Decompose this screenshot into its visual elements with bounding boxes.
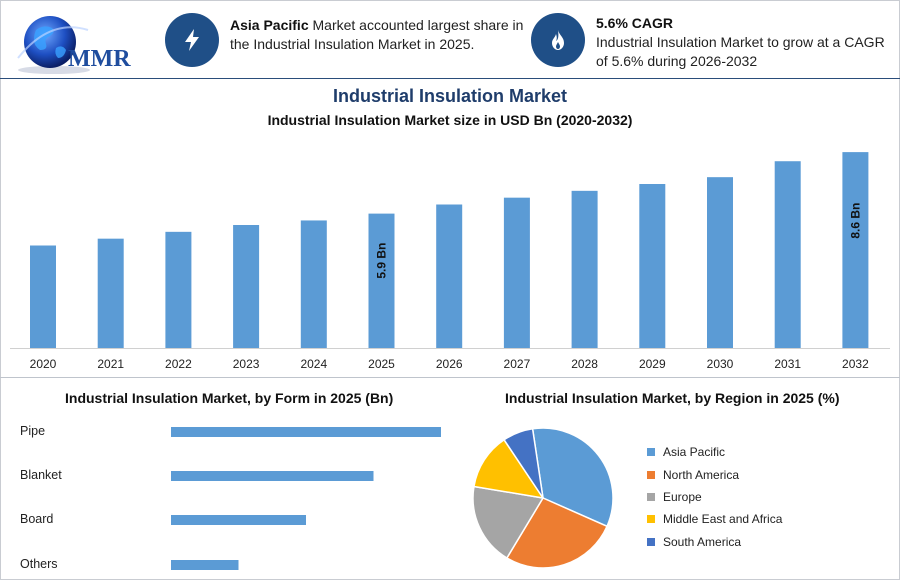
form-bar-chart: [171, 427, 441, 570]
info2-bold: 5.6% CAGR: [596, 15, 674, 31]
bar-2032: [842, 152, 869, 348]
flame-icon: [552, 30, 564, 50]
main-title: Industrial Insulation Market: [332, 86, 568, 106]
pie-slice-europe: [472, 485, 545, 559]
form-bar-pipe: [171, 427, 441, 437]
legend-swatch: [647, 471, 655, 479]
header-divider: [0, 78, 900, 79]
x-tick-label: 2031: [774, 357, 801, 371]
info2-badge: [531, 13, 585, 67]
bar-2020: [30, 245, 56, 348]
form-category-label: Blanket: [20, 468, 62, 482]
legend-label: South America: [663, 535, 742, 549]
legend-swatch: [647, 493, 655, 501]
form-category-label: Pipe: [20, 424, 46, 438]
info1-bold: Asia Pacific: [230, 17, 309, 33]
x-tick-label: 2026: [436, 357, 463, 371]
legend-label: Middle East and Africa: [663, 512, 783, 526]
legend-item: Asia Pacific: [647, 445, 725, 459]
x-tick-label: 2027: [504, 357, 531, 371]
bar-data-label: 5.9 Bn: [375, 243, 389, 279]
legend-swatch: [647, 448, 655, 456]
x-tick-label: 2021: [97, 357, 124, 371]
bar-2026: [436, 204, 463, 348]
bar-2021: [97, 238, 124, 348]
form-bar-others: [171, 560, 239, 570]
info1-text: Asia Pacific Market accounted largest sh…: [230, 16, 525, 54]
legend-item: North America: [647, 468, 739, 482]
form-bar-blanket: [171, 471, 374, 481]
bar-chart-title: Industrial Insulation Market size in USD…: [267, 112, 633, 128]
legend-item: Europe: [647, 490, 702, 504]
bar-2031: [774, 161, 801, 348]
bar-2029: [639, 184, 666, 348]
region-pie-chart: [472, 427, 614, 569]
bar-2023: [233, 225, 260, 348]
legend-item: Middle East and Africa: [647, 512, 782, 526]
form-bar-board: [171, 515, 306, 525]
bar-2027: [503, 197, 530, 348]
x-tick-label: 2023: [233, 357, 260, 371]
section-divider: [0, 377, 900, 378]
market-size-bar-chart: 2020 2021 2022 2023 2024 2025 5.9 Bn 2026 2027 20…: [10, 152, 890, 371]
pie-slice-north-america: [505, 497, 609, 569]
info2-rest: Industrial Insulation Market to grow at …: [596, 34, 885, 69]
legend-label: Europe: [663, 490, 702, 504]
legend-label: North America: [663, 468, 740, 482]
x-tick-label: 2020: [30, 357, 57, 371]
bar-data-label: 8.6 Bn: [848, 203, 862, 239]
info1-rest: Market accounted largest share in the In…: [230, 17, 524, 52]
bar-2024: [300, 220, 327, 348]
legend-label: Asia Pacific: [663, 445, 726, 459]
bar-2030: [707, 177, 733, 348]
bar-2025: [368, 213, 395, 348]
bar-2022: [165, 231, 192, 348]
lightning-icon: [185, 29, 199, 51]
x-tick-label: 2029: [639, 357, 666, 371]
x-tick-label: 2022: [165, 357, 192, 371]
mmr-logo: MMR: [10, 8, 138, 78]
form-chart-title: Industrial Insulation Market, by Form in…: [65, 390, 394, 406]
x-tick-label: 2025: [368, 357, 395, 371]
legend-swatch: [647, 538, 655, 546]
info1-badge: [165, 13, 219, 67]
legend-item: South America: [647, 535, 741, 549]
legend-swatch: [647, 515, 655, 523]
globe-logo-icon: [17, 16, 90, 74]
pie-slice-middle-east-and-africa: [473, 438, 545, 500]
x-tick-label: 2028: [571, 357, 598, 371]
pie-slice-south-america: [503, 427, 544, 499]
x-tick-label: 2030: [707, 357, 734, 371]
form-category-label: Board: [20, 512, 54, 526]
x-tick-label: 2032: [842, 357, 869, 371]
bar-2028: [571, 190, 598, 348]
form-category-label: Others: [20, 557, 58, 571]
info2-text: 5.6% CAGR Industrial Insulation Market t…: [596, 14, 896, 71]
x-tick-label: 2024: [300, 357, 327, 371]
region-chart-title: Industrial Insulation Market, by Region …: [505, 390, 840, 406]
logo-text: MMR: [68, 46, 131, 72]
